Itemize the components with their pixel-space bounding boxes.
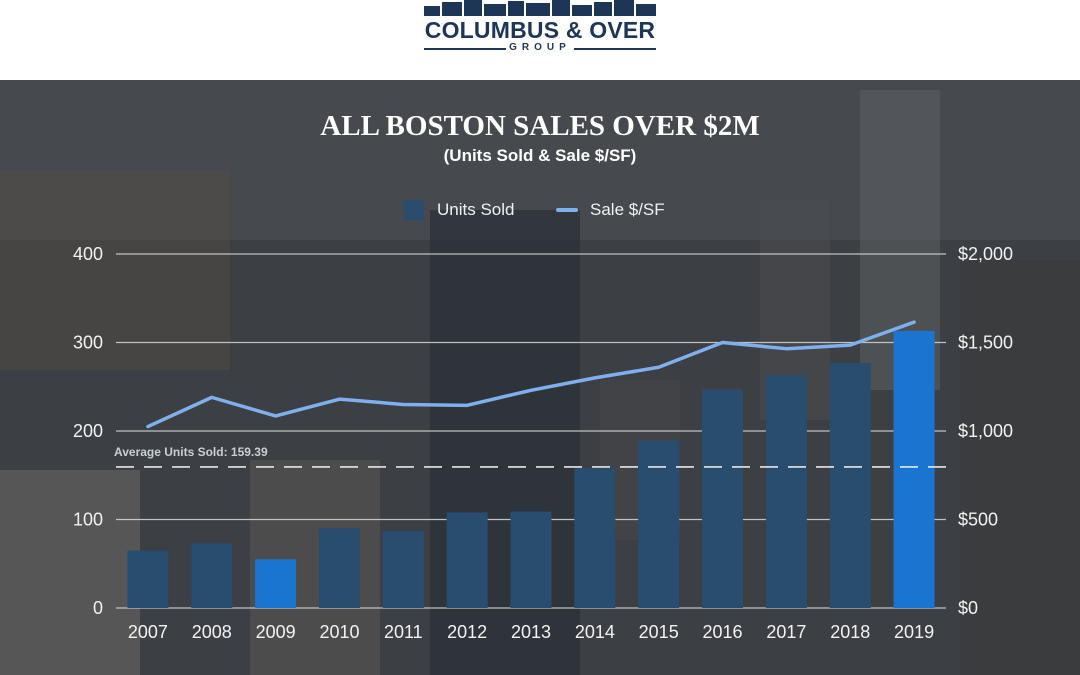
y-right-tick-label: $500 — [958, 510, 998, 530]
x-tick-label: 2008 — [192, 622, 232, 642]
logo-rule-right — [574, 48, 656, 50]
y-right-tick-label: $0 — [958, 598, 978, 618]
bar-units-sold — [702, 389, 744, 608]
bar-units-sold — [893, 330, 935, 608]
bar-units-sold — [446, 512, 488, 608]
legend-item-units-sold: Units Sold — [404, 199, 514, 221]
bar-units-sold — [127, 550, 169, 608]
bar-units-sold — [638, 440, 680, 608]
y-left-tick-label: 300 — [73, 333, 103, 353]
bar-units-sold — [382, 531, 424, 608]
bar-units-sold — [510, 511, 552, 608]
logo-name: COLUMBUS & OVER — [424, 17, 656, 43]
y-right-tick-label: $1,000 — [958, 421, 1013, 441]
y-left-tick-label: 100 — [73, 510, 103, 530]
x-tick-label: 2013 — [511, 622, 551, 642]
bar-units-sold — [255, 559, 297, 608]
bar-units-sold — [318, 528, 360, 608]
bar-units-sold — [829, 362, 871, 608]
y-right-tick-label: $1,500 — [958, 333, 1013, 353]
x-tick-label: 2015 — [639, 622, 679, 642]
legend-label-sale-psf: Sale $/SF — [590, 200, 665, 219]
logo-rule-left — [424, 48, 506, 50]
chart-legend: Units Sold Sale $/SF — [0, 199, 1080, 221]
bar-units-sold — [574, 468, 616, 608]
x-tick-label: 2018 — [830, 622, 870, 642]
x-tick-label: 2017 — [766, 622, 806, 642]
x-tick-label: 2012 — [447, 622, 487, 642]
y-right-tick-label: $2,000 — [958, 244, 1013, 264]
x-tick-label: 2011 — [384, 622, 423, 642]
average-label: Average Units Sold: 159.39 — [114, 445, 268, 459]
legend-swatch-line — [556, 208, 578, 212]
x-tick-label: 2016 — [703, 622, 743, 642]
x-tick-label: 2019 — [894, 622, 934, 642]
legend-item-sale-psf: Sale $/SF — [556, 199, 665, 221]
x-tick-label: 2007 — [128, 622, 168, 642]
x-tick-label: 2010 — [319, 622, 359, 642]
bar-units-sold — [765, 375, 807, 608]
page-header: COLUMBUS & OVER GROUP — [0, 0, 1080, 80]
legend-swatch-bar — [404, 200, 424, 220]
y-left-tick-label: 400 — [73, 244, 103, 264]
y-left-tick-label: 200 — [73, 421, 103, 441]
bar-units-sold — [191, 543, 233, 608]
legend-label-units-sold: Units Sold — [437, 200, 515, 219]
city-backdrop — [0, 80, 1080, 675]
chart-subtitle: (Units Sold & Sale $/SF) — [443, 146, 637, 165]
x-tick-label: 2009 — [256, 622, 296, 642]
company-logo: COLUMBUS & OVER GROUP — [420, 0, 660, 60]
logo-subtitle: GROUP — [509, 42, 571, 53]
buildings-icon — [424, 0, 656, 16]
y-left-tick-label: 0 — [93, 598, 103, 618]
chart-title: ALL BOSTON SALES OVER $2M — [320, 110, 760, 142]
x-tick-label: 2014 — [575, 622, 615, 642]
